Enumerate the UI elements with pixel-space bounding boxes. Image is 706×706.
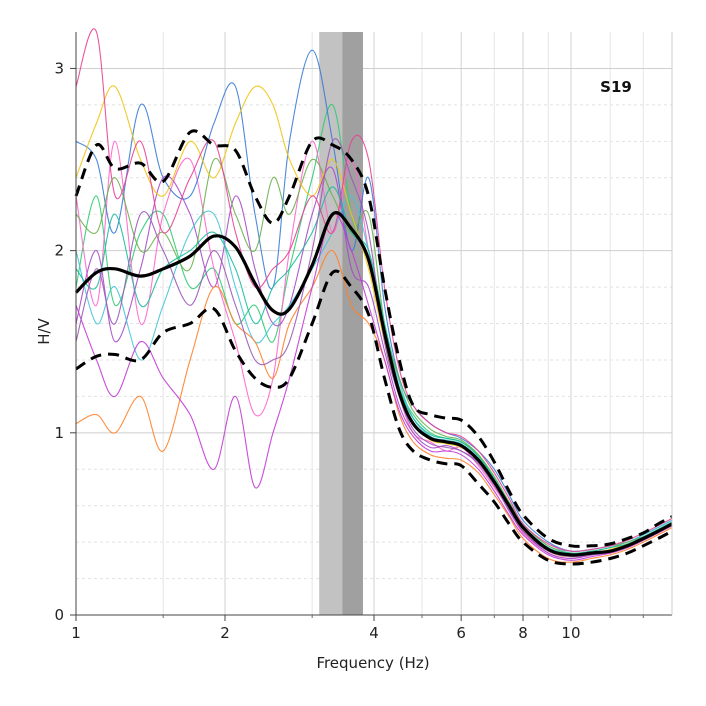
x-tick-label: 10 bbox=[561, 624, 580, 642]
x-tick-label: 4 bbox=[369, 624, 379, 642]
y-tick-label: 3 bbox=[54, 59, 64, 77]
band-upper-half bbox=[342, 32, 363, 615]
band-lower-half bbox=[319, 32, 343, 615]
x-axis-title: Frequency (Hz) bbox=[316, 654, 429, 672]
window-curve bbox=[75, 250, 673, 563]
x-tick-label: 6 bbox=[456, 624, 466, 642]
y-tick-label: 1 bbox=[54, 424, 64, 442]
peak-frequency-band bbox=[319, 32, 363, 615]
y-tick-label: 0 bbox=[54, 606, 64, 624]
window-curve bbox=[75, 138, 673, 558]
window-curve bbox=[75, 212, 673, 561]
statistic-curves bbox=[74, 129, 673, 566]
x-tick-label: 8 bbox=[518, 624, 528, 642]
station-label: S19 bbox=[600, 78, 632, 96]
std-curve bbox=[75, 269, 673, 566]
x-tick-label: 1 bbox=[71, 624, 81, 642]
x-tick-label: 2 bbox=[220, 624, 230, 642]
y-axis-title: H/V bbox=[35, 317, 53, 344]
y-tick-label: 2 bbox=[54, 242, 64, 260]
window-curve bbox=[75, 28, 673, 552]
window-curve bbox=[75, 166, 673, 560]
axes bbox=[70, 32, 673, 621]
mean-curve bbox=[74, 211, 673, 557]
